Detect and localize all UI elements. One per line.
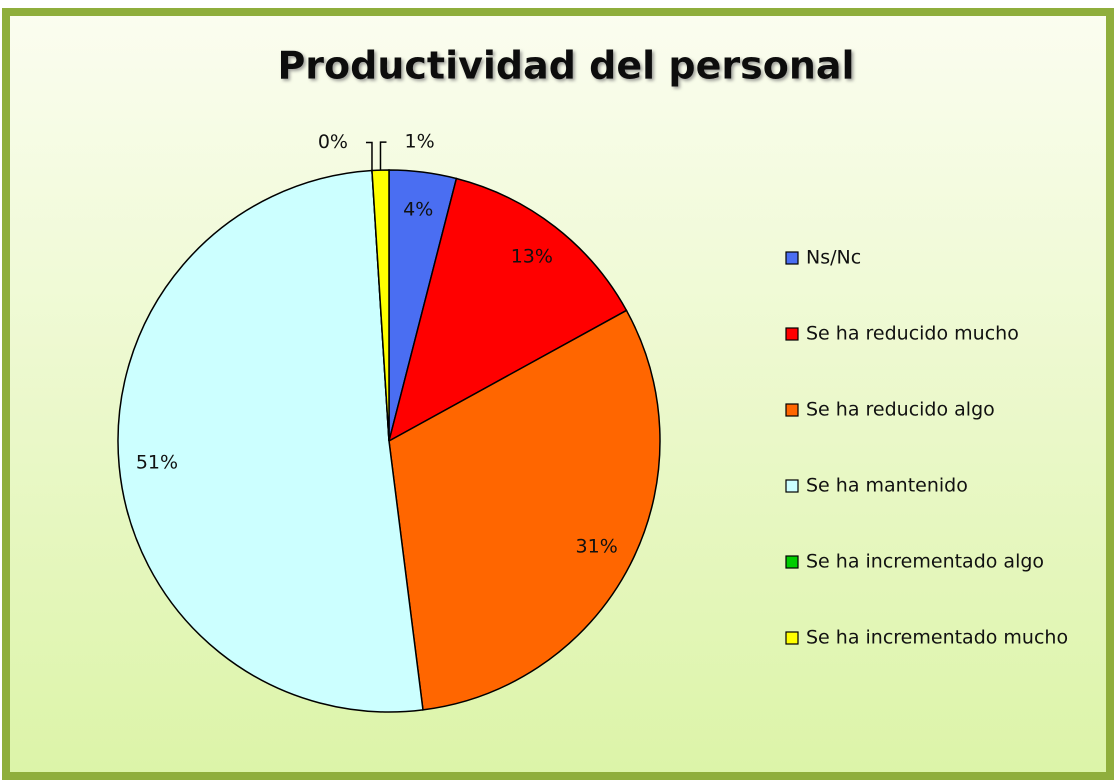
legend-label: Ns/Nc	[806, 247, 861, 269]
data-label: 31%	[576, 535, 618, 557]
legend-swatch	[785, 479, 799, 493]
data-label: 4%	[403, 198, 433, 220]
legend-swatch	[785, 251, 799, 265]
legend-label: Se ha reducido mucho	[806, 323, 1019, 345]
pie-slice	[387, 177, 628, 443]
data-label: 1%	[404, 131, 434, 153]
leader-line	[379, 141, 387, 171]
legend-label: Se ha incrementado algo	[806, 551, 1044, 573]
legend-label: Se ha reducido algo	[806, 399, 995, 421]
data-label: 13%	[511, 245, 553, 267]
legend-label: Se ha mantenido	[806, 475, 968, 497]
legend-label: Se ha incrementado mucho	[806, 627, 1068, 649]
leader-line	[365, 141, 373, 171]
data-label: 51%	[136, 451, 178, 473]
legend-swatch	[785, 403, 799, 417]
legend-swatch	[785, 631, 799, 645]
data-label: 0%	[318, 131, 348, 153]
legend-swatch	[785, 327, 799, 341]
pie-slice	[117, 169, 424, 713]
chart-title: Productividad del personal	[277, 44, 854, 88]
legend-swatch	[785, 555, 799, 569]
pie-slice	[388, 309, 661, 711]
